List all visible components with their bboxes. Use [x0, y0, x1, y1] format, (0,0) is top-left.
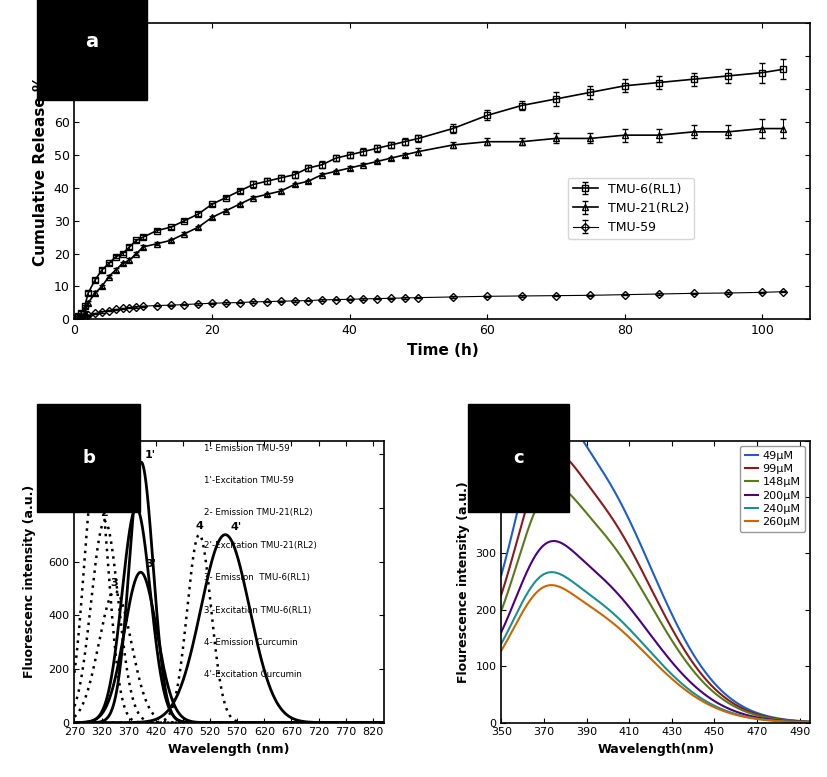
49μM: [738, 702, 748, 711]
Text: 1': 1': [145, 450, 156, 460]
240μM: [738, 711, 748, 720]
49μM: [622, 510, 632, 519]
99μM: [633, 558, 643, 567]
200μM: [633, 613, 643, 622]
49μM: [528, 446, 538, 455]
Y-axis label: Fluorescenc intensity (a.u.): Fluorescenc intensity (a.u.): [23, 485, 36, 678]
200μM: [738, 709, 748, 719]
99μM: [496, 591, 506, 600]
200μM: [709, 696, 719, 706]
Text: c: c: [514, 449, 524, 467]
148μM: [622, 560, 632, 570]
Text: 4'-Excitation Curcumin: 4'-Excitation Curcumin: [204, 671, 302, 679]
X-axis label: Time (h): Time (h): [407, 343, 478, 357]
260μM: [738, 712, 748, 721]
X-axis label: Wavelength (nm): Wavelength (nm): [169, 743, 289, 756]
Text: 3'-Excitation TMU-6(RL1): 3'-Excitation TMU-6(RL1): [204, 605, 312, 615]
99μM: [805, 717, 815, 726]
Text: 1- Emission TMU-59: 1- Emission TMU-59: [204, 444, 290, 452]
99μM: [528, 483, 538, 492]
148μM: [805, 717, 815, 726]
Legend: TMU-6(RL1), TMU-21(RL2), TMU-59: TMU-6(RL1), TMU-21(RL2), TMU-59: [567, 178, 694, 239]
240μM: [743, 713, 753, 722]
260μM: [547, 580, 557, 590]
Text: b: b: [82, 449, 95, 467]
Text: 4: 4: [196, 521, 203, 531]
148μM: [738, 706, 748, 715]
49μM: [743, 705, 753, 714]
Y-axis label: Cumulative Release %: Cumulative Release %: [33, 76, 48, 267]
240μM: [496, 639, 506, 649]
260μM: [622, 630, 632, 639]
Text: 3': 3': [145, 559, 155, 570]
49μM: [551, 406, 561, 416]
Legend: 49μM, 99μM, 148μM, 200μM, 240μM, 260μM: 49μM, 99μM, 148μM, 200μM, 240μM, 260μM: [740, 446, 805, 531]
99μM: [738, 704, 748, 713]
49μM: [633, 534, 643, 543]
Line: 99μM: 99μM: [501, 453, 810, 722]
49μM: [709, 678, 719, 688]
Line: 49μM: 49μM: [501, 411, 810, 722]
260μM: [805, 718, 815, 727]
Text: 2': 2': [131, 495, 142, 505]
260μM: [528, 592, 538, 601]
Line: 200μM: 200μM: [501, 541, 810, 722]
Text: 2: 2: [100, 508, 108, 518]
99μM: [709, 683, 719, 692]
240μM: [633, 633, 643, 643]
200μM: [549, 536, 559, 545]
99μM: [551, 448, 561, 458]
148μM: [496, 606, 506, 615]
49μM: [496, 571, 506, 580]
148μM: [743, 708, 753, 717]
Line: 148μM: 148μM: [501, 486, 810, 722]
49μM: [805, 717, 815, 726]
200μM: [622, 599, 632, 608]
260μM: [709, 702, 719, 712]
Text: a: a: [85, 32, 98, 51]
240μM: [547, 567, 557, 577]
240μM: [709, 701, 719, 710]
X-axis label: Wavelength(nm): Wavelength(nm): [597, 743, 715, 756]
148μM: [709, 688, 719, 697]
240μM: [528, 580, 538, 590]
148μM: [551, 482, 561, 491]
148μM: [528, 512, 538, 521]
240μM: [622, 622, 632, 631]
Y-axis label: Flourescence intensity (a.u.): Flourescence intensity (a.u.): [457, 481, 470, 682]
Text: 4': 4': [231, 522, 241, 531]
Line: 240μM: 240μM: [501, 572, 810, 723]
Text: 1'-Excitation TMU-59: 1'-Excitation TMU-59: [204, 476, 294, 485]
Text: 3- Emission  TMU-6(RL1): 3- Emission TMU-6(RL1): [204, 573, 310, 582]
99μM: [622, 537, 632, 546]
Text: 4- Emission Curcumin: 4- Emission Curcumin: [204, 638, 298, 647]
240μM: [805, 718, 815, 727]
Text: 2'-Excitation TMU-21(RL2): 2'-Excitation TMU-21(RL2): [204, 541, 317, 550]
99μM: [743, 706, 753, 716]
260μM: [743, 713, 753, 723]
200μM: [496, 628, 506, 637]
Text: 2- Emission TMU-21(RL2): 2- Emission TMU-21(RL2): [204, 508, 313, 517]
260μM: [496, 646, 506, 656]
200μM: [528, 556, 538, 565]
148μM: [633, 578, 643, 587]
Text: 3: 3: [110, 577, 118, 587]
Line: 260μM: 260μM: [501, 585, 810, 723]
200μM: [743, 711, 753, 720]
260μM: [633, 641, 643, 650]
200μM: [805, 717, 815, 726]
Text: 1: 1: [93, 449, 100, 459]
